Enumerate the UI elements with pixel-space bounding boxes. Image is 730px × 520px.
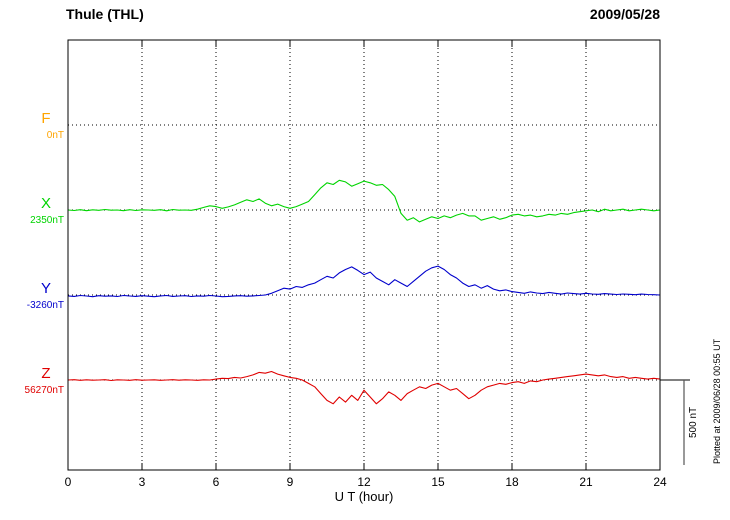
date-label: 2009/05/28 [589, 6, 660, 22]
x-tick-label: 0 [65, 475, 72, 489]
x-tick-label: 12 [357, 475, 371, 489]
component-letter-Y: Y [41, 280, 51, 297]
plot-frame [67, 39, 661, 471]
series-trace-X [67, 179, 661, 223]
component-baseline-value-Y: -3260nT [27, 300, 64, 311]
x-tick-label: 3 [139, 475, 146, 489]
component-letter-X: X [41, 195, 51, 212]
x-tick-label: 6 [213, 475, 220, 489]
series-trace-Y [67, 265, 661, 298]
component-baseline-value-X: 2350nT [30, 215, 64, 226]
component-baseline-value-Z: 56270nT [25, 385, 64, 396]
x-axis-title: U T (hour) [334, 489, 394, 504]
scale-bar-label: 500 nT [688, 406, 699, 438]
x-tick-label: 24 [653, 475, 667, 489]
plotted-at-watermark: Plotted at 2009/06/28 00:55 UT [712, 338, 722, 464]
station-title: Thule (THL) [66, 6, 144, 22]
x-tick-label: 21 [579, 475, 593, 489]
component-baseline-value-F: 0nT [47, 130, 64, 141]
series-trace-Z [67, 370, 661, 405]
x-tick-label: 18 [505, 475, 519, 489]
x-tick-label: 15 [431, 475, 445, 489]
x-tick-label: 9 [287, 475, 294, 489]
component-letter-Z: Z [41, 365, 50, 382]
component-letter-F: F [41, 110, 50, 127]
